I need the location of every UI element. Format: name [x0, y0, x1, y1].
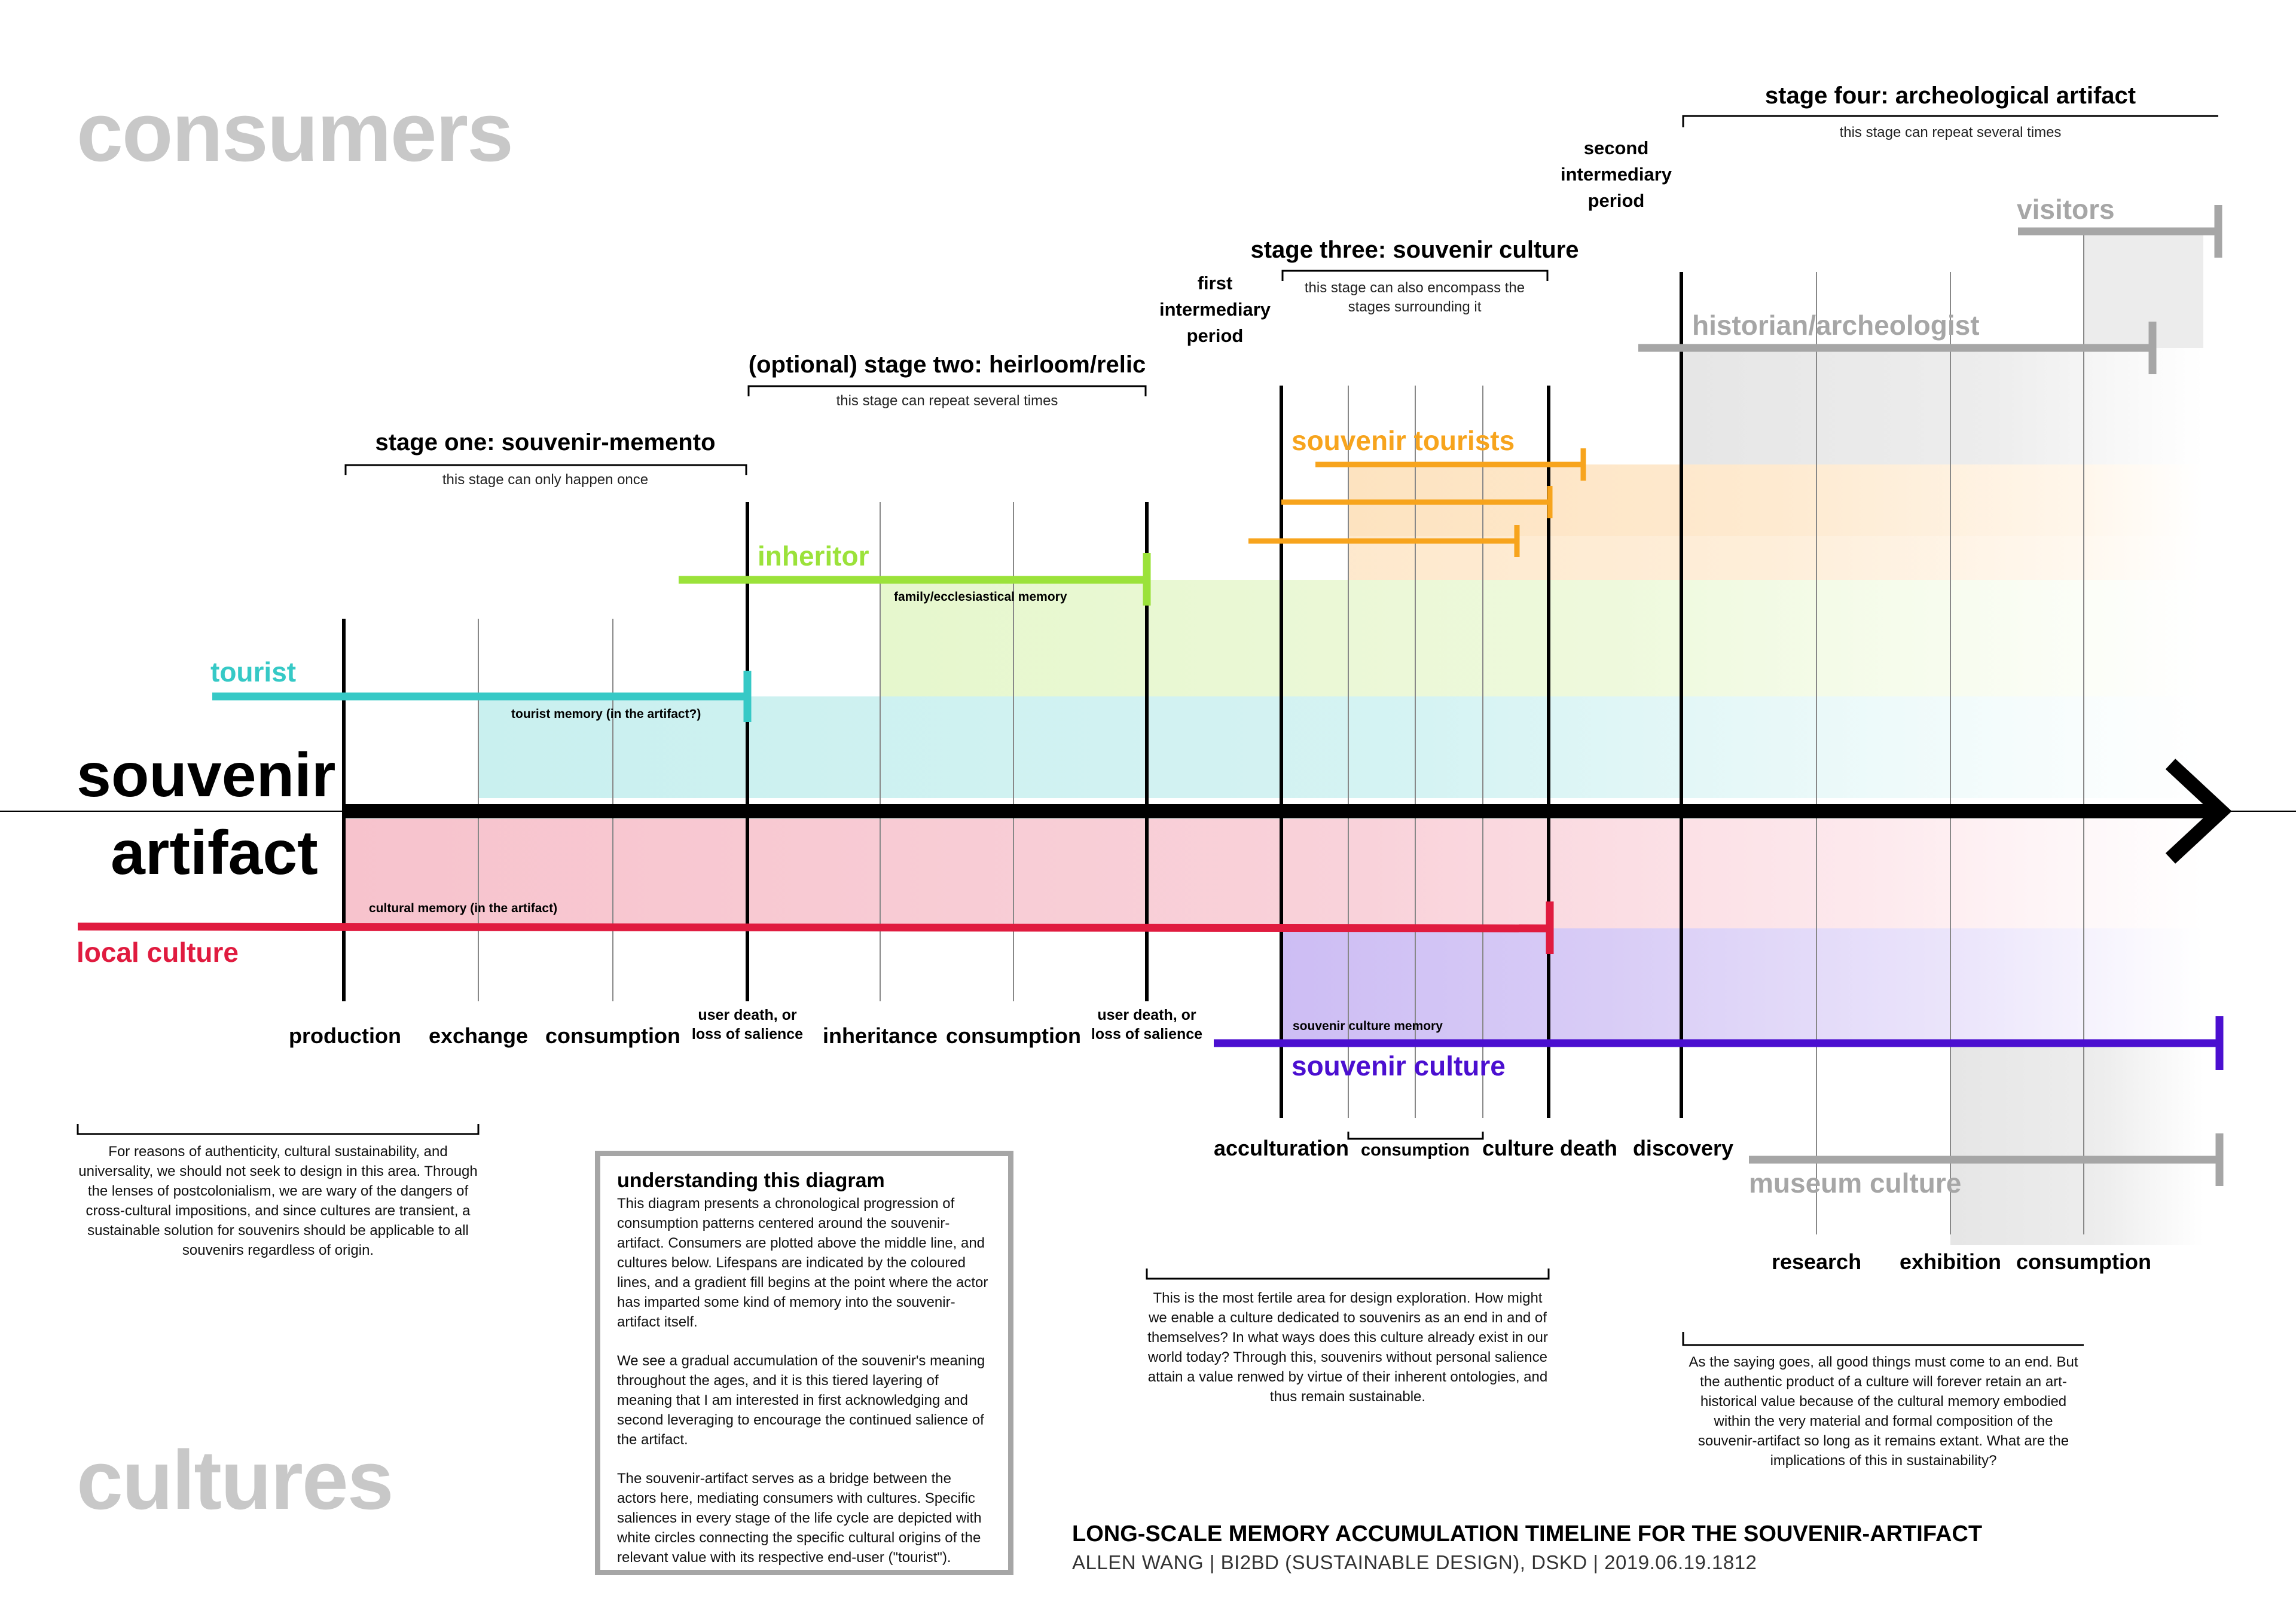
label-production: production	[289, 1023, 401, 1048]
stage-three-note: this stage can also encompass the stages…	[1304, 280, 1525, 315]
stage-lines	[342, 230, 2084, 1234]
bracket-stage-four	[1682, 115, 2218, 127]
tourist-memory-label: tourist memory (in the artifact?)	[511, 707, 701, 721]
second-intermediary-period: second intermediary period	[1560, 137, 1672, 211]
consumers-heading: consumers	[77, 85, 514, 179]
bracket-stage-two	[747, 385, 1147, 396]
axis-arrow-head	[2165, 759, 2232, 864]
museum-culture-label: museum culture	[1749, 1167, 1962, 1199]
understanding-box-title: understanding this diagram	[617, 1169, 885, 1192]
souvenir-artifact-axis	[0, 759, 2296, 864]
stage-four-title: stage four: archeological artifact	[1764, 82, 2136, 109]
visitors-label: visitors	[2017, 194, 2115, 225]
label-culture-death: culture death	[1482, 1136, 1618, 1160]
historian-label: historian/archeologist	[1692, 310, 1980, 341]
bracket-middle-note	[1146, 1269, 1550, 1280]
label-consumption-3: consumption	[1360, 1141, 1470, 1160]
understanding-paragraph-3: The souvenir-artifact serves as a bridge…	[617, 1471, 982, 1566]
stage-three-title: stage three: souvenir culture	[1250, 237, 1579, 263]
family-memory-band	[880, 580, 2203, 696]
stage-two-title: (optional) stage two: heirloom/relic	[748, 352, 1146, 378]
label-exhibition: exhibition	[1900, 1249, 2001, 1274]
footer-title: LONG-SCALE MEMORY ACCUMULATION TIMELINE …	[1072, 1521, 1983, 1546]
souvenir-culture-label: souvenir culture	[1292, 1050, 1506, 1081]
middle-note: This is the most fertile area for design…	[1147, 1290, 1548, 1405]
bracket-stage-three	[1281, 270, 1549, 281]
tourist-memory-band	[478, 696, 2203, 798]
lifespans	[77, 205, 2224, 1186]
local-culture-line	[77, 922, 1550, 933]
label-discovery: discovery	[1632, 1136, 1734, 1160]
bracket-right-note	[1682, 1332, 2084, 1346]
first-intermediary-period: first intermediary period	[1159, 273, 1271, 346]
label-consumption-1: consumption	[545, 1023, 680, 1048]
label-user-death-1: user death, or loss of salience	[691, 1007, 804, 1043]
stage-four-note: this stage can repeat several times	[1839, 124, 2062, 140]
label-user-death-2: user death, or loss of salience	[1091, 1007, 1203, 1043]
historian-memory-band	[1681, 348, 2203, 464]
understanding-paragraph-1: This diagram presents a chronological pr…	[617, 1196, 988, 1330]
visitor-memory-band	[2084, 234, 2203, 348]
label-consumption-2: consumption	[946, 1023, 1081, 1048]
tourist-label: tourist	[210, 656, 297, 687]
inheritor-label: inheritor	[758, 540, 869, 571]
stage-one-title: stage one: souvenir-memento	[375, 429, 716, 456]
stage-brackets	[77, 115, 2218, 1346]
cultural-memory-band	[344, 819, 2203, 928]
souvenir-tourists-label: souvenir tourists	[1292, 425, 1515, 456]
stage-two-note: this stage can repeat several times	[836, 393, 1058, 409]
bracket-stage-one	[344, 464, 747, 475]
footer-subtitle: ALLEN WANG | BI2BD (SUSTAINABLE DESIGN),…	[1072, 1551, 1757, 1573]
souvenir-culture-memory-label: souvenir culture memory	[1293, 1019, 1443, 1033]
label-consumption-4: consumption	[2016, 1249, 2151, 1274]
left-note: For reasons of authenticity, cultural su…	[78, 1144, 478, 1258]
cultures-heading: cultures	[77, 1433, 394, 1527]
bracket-consumption3	[1347, 1132, 1484, 1140]
label-acculturation: acculturation	[1213, 1136, 1349, 1160]
understanding-box: understanding this diagram This diagram …	[595, 1151, 1013, 1575]
label-exchange: exchange	[428, 1023, 529, 1048]
souvenir-culture-memory-band	[1281, 928, 2203, 1042]
understanding-paragraph-2: We see a gradual accumulation of the sou…	[617, 1353, 985, 1448]
cultural-memory-label: cultural memory (in the artifact)	[369, 901, 558, 915]
bracket-left-note	[77, 1124, 480, 1135]
stage-one-note: this stage can only happen once	[442, 472, 649, 488]
right-note: As the saying goes, all good things must…	[1689, 1354, 2078, 1469]
museum-memory-band	[1950, 1042, 2203, 1245]
artifact-title-line1: souvenir	[77, 741, 336, 810]
local-culture-label: local culture	[77, 937, 239, 968]
label-inheritance: inheritance	[822, 1023, 938, 1048]
family-memory-label: family/ecclesiastical memory	[894, 590, 1067, 604]
memory-bands	[344, 234, 2203, 1245]
artifact-title-line2: artifact	[111, 818, 318, 888]
label-research: research	[1771, 1249, 1862, 1274]
